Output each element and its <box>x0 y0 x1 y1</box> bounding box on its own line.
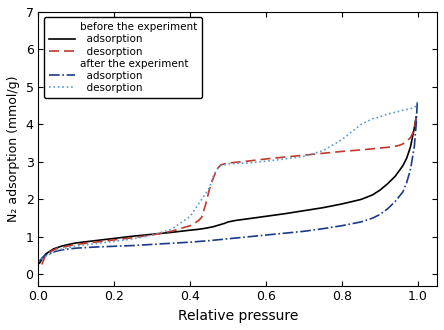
Legend: before the experiment,   adsorption,   desorption, after the experiment,   adsor: before the experiment, adsorption, desor… <box>44 17 202 98</box>
Y-axis label: N₂ adsorption (mmol/g): N₂ adsorption (mmol/g) <box>7 76 20 222</box>
X-axis label: Relative pressure: Relative pressure <box>178 309 298 323</box>
